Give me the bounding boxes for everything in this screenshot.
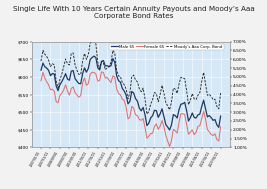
Moody’s Aaa Corp. Bond: [145, 113, 148, 115]
Moody’s Aaa Corp. Bond: [92, 40, 96, 43]
Moody’s Aaa Corp. Bond: [208, 93, 211, 95]
Male 65: [119, 81, 122, 83]
Male 65: [91, 56, 94, 59]
Moody’s Aaa Corp. Bond: [132, 74, 135, 76]
Female 65: [168, 145, 171, 148]
Legend: Male 65, Female 65, Moody’s Aaa Corp. Bond: Male 65, Female 65, Moody’s Aaa Corp. Bo…: [109, 43, 224, 50]
Female 65: [132, 107, 135, 109]
Moody’s Aaa Corp. Bond: [119, 75, 122, 78]
Line: Male 65: Male 65: [41, 56, 221, 130]
Female 65: [100, 71, 103, 73]
Line: Female 65: Female 65: [41, 72, 221, 146]
Line: Moody’s Aaa Corp. Bond: Moody’s Aaa Corp. Bond: [41, 42, 221, 114]
Male 65: [208, 115, 211, 117]
Male 65: [132, 92, 135, 94]
Female 65: [219, 125, 222, 128]
Female 65: [40, 80, 43, 82]
Female 65: [208, 131, 211, 133]
Moody’s Aaa Corp. Bond: [40, 60, 43, 62]
Male 65: [64, 73, 67, 75]
Male 65: [219, 115, 222, 117]
Moody’s Aaa Corp. Bond: [91, 40, 94, 43]
Text: Single Life With 10 Years Certain Annuity Payouts and Moody’s Aaa
Corporate Bond: Single Life With 10 Years Certain Annuit…: [13, 6, 254, 19]
Female 65: [119, 94, 122, 96]
Male 65: [92, 55, 96, 57]
Male 65: [138, 107, 141, 109]
Moody’s Aaa Corp. Bond: [64, 58, 67, 60]
Male 65: [168, 129, 171, 131]
Moody’s Aaa Corp. Bond: [138, 88, 141, 90]
Female 65: [64, 84, 67, 86]
Female 65: [138, 118, 141, 121]
Male 65: [40, 69, 43, 71]
Female 65: [91, 71, 94, 74]
Moody’s Aaa Corp. Bond: [219, 92, 222, 94]
